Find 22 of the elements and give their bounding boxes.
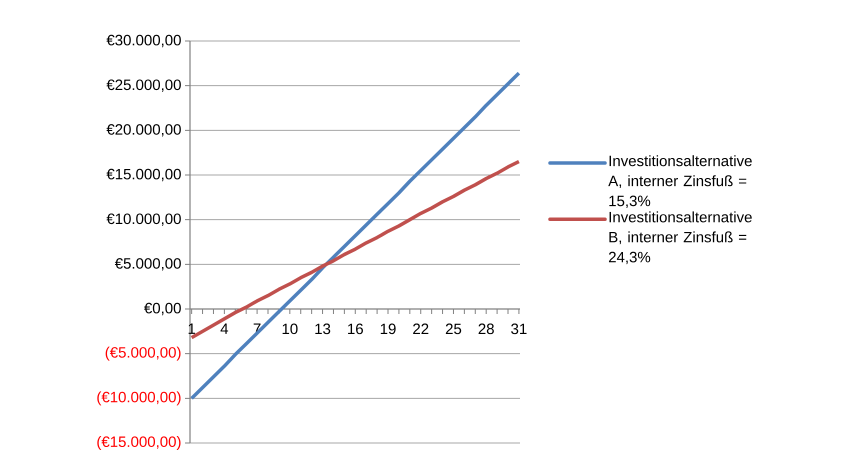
y-tick-label: (€5.000,00) <box>106 346 181 361</box>
x-tick-label: 4 <box>220 324 228 334</box>
x-tick-label: 25 <box>446 324 462 334</box>
y-tick-label: €20.000,00 <box>106 124 181 137</box>
x-tick-label: 22 <box>413 324 428 334</box>
legend-label: Investitionsalternative A, interner Zinsfuß = 15,3% <box>608 155 752 208</box>
y-tick-label: €25.000,00 <box>106 79 181 92</box>
x-tick-label: 10 <box>282 324 298 334</box>
y-tick-label: €30.000,00 <box>106 34 181 48</box>
y-tick-label: €15.000,00 <box>106 168 181 182</box>
legend-label: Investitionsalternative B, interner Zinsfuß = 24,3% <box>608 211 752 264</box>
y-tick-label: €5.000,00 <box>114 258 181 271</box>
y-tick-label: €10.000,00 <box>106 213 181 226</box>
x-tick-label: 19 <box>380 324 396 334</box>
y-tick-label: (€10.000,00) <box>97 391 181 406</box>
x-tick-label: 28 <box>478 324 494 334</box>
x-tick-label: 1 <box>188 324 196 334</box>
y-tick-label: (€15.000,00) <box>97 436 181 450</box>
y-tick-label: €0,00 <box>144 302 181 316</box>
x-tick-label: 16 <box>348 324 363 334</box>
x-tick-label: 31 <box>511 324 527 334</box>
x-tick-label: 13 <box>315 324 330 334</box>
